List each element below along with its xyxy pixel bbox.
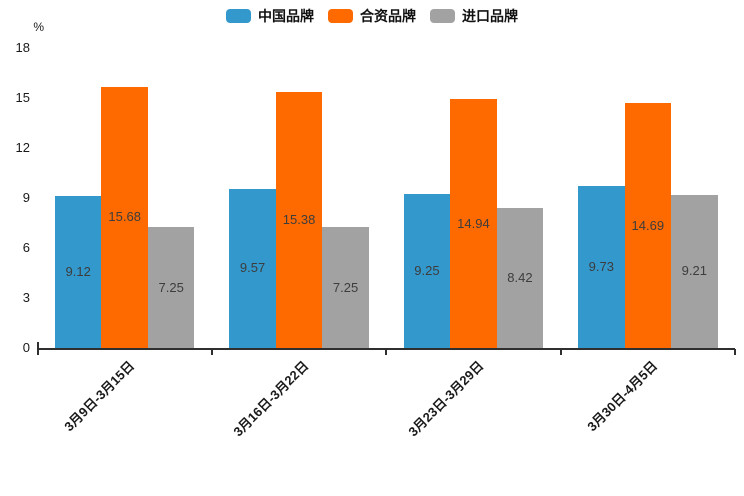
bar[interactable] bbox=[496, 207, 544, 348]
legend: 中国品牌 合资品牌 进口品牌 bbox=[0, 6, 744, 26]
legend-item[interactable]: 进口品牌 bbox=[430, 9, 518, 23]
bar[interactable] bbox=[101, 86, 148, 348]
x-category-label: 3月23日-3月29日 bbox=[405, 358, 487, 440]
bar[interactable] bbox=[229, 188, 276, 348]
x-axis-tick bbox=[210, 349, 213, 355]
bar-value-label: 7.25 bbox=[332, 279, 359, 295]
x-category-label: 3月16日-3月22日 bbox=[230, 358, 312, 440]
y-tick-label: 0 bbox=[22, 340, 30, 355]
y-tick-label: 3 bbox=[22, 290, 30, 305]
y-axis-stub bbox=[37, 342, 39, 348]
bar-value-label: 7.25 bbox=[158, 279, 184, 295]
legend-label: 合资品牌 bbox=[360, 8, 416, 24]
y-axis-unit-label: % bbox=[33, 20, 44, 34]
bar-value-label: 14.69 bbox=[631, 217, 665, 233]
legend-item[interactable]: 合资品牌 bbox=[328, 9, 416, 23]
y-tick-label: 6 bbox=[22, 240, 30, 255]
bar[interactable] bbox=[147, 227, 195, 348]
x-axis-tick bbox=[385, 349, 388, 355]
bar-value-label: 9.25 bbox=[414, 262, 440, 278]
x-category-label: 3月9日-3月15日 bbox=[61, 358, 138, 435]
legend-label: 中国品牌 bbox=[258, 8, 314, 24]
x-category-label: 3月30日-4月5日 bbox=[584, 358, 661, 435]
legend-item[interactable]: 中国品牌 bbox=[226, 9, 314, 23]
bar[interactable] bbox=[54, 196, 102, 348]
y-tick-label: 9 bbox=[22, 190, 30, 205]
bar[interactable] bbox=[671, 194, 718, 348]
bar[interactable] bbox=[403, 193, 451, 348]
bar-value-label: 14.94 bbox=[457, 215, 490, 231]
legend-swatch bbox=[430, 9, 455, 23]
bar-value-label: 9.57 bbox=[239, 260, 266, 276]
bar[interactable] bbox=[275, 91, 323, 348]
bar-value-label: 9.73 bbox=[588, 258, 614, 274]
bar[interactable] bbox=[624, 103, 672, 348]
bar-value-label: 9.21 bbox=[681, 263, 707, 279]
bar[interactable] bbox=[450, 99, 497, 348]
y-tick-label: 15 bbox=[15, 90, 30, 105]
y-tick-label: 12 bbox=[15, 140, 30, 155]
bar[interactable] bbox=[322, 227, 369, 348]
x-axis-tick bbox=[559, 349, 562, 355]
legend-swatch bbox=[328, 9, 353, 23]
legend-label: 进口品牌 bbox=[462, 8, 518, 24]
bar-value-label: 8.42 bbox=[507, 269, 533, 285]
legend-swatch bbox=[226, 9, 251, 23]
x-axis-tick bbox=[734, 349, 736, 355]
y-tick-label: 18 bbox=[15, 40, 30, 55]
bar-value-label: 9.12 bbox=[65, 264, 91, 279]
bar-value-label: 15.38 bbox=[282, 211, 316, 227]
bar[interactable] bbox=[578, 185, 625, 348]
x-axis-tick bbox=[36, 349, 39, 355]
bar-value-label: 15.68 bbox=[108, 209, 141, 225]
